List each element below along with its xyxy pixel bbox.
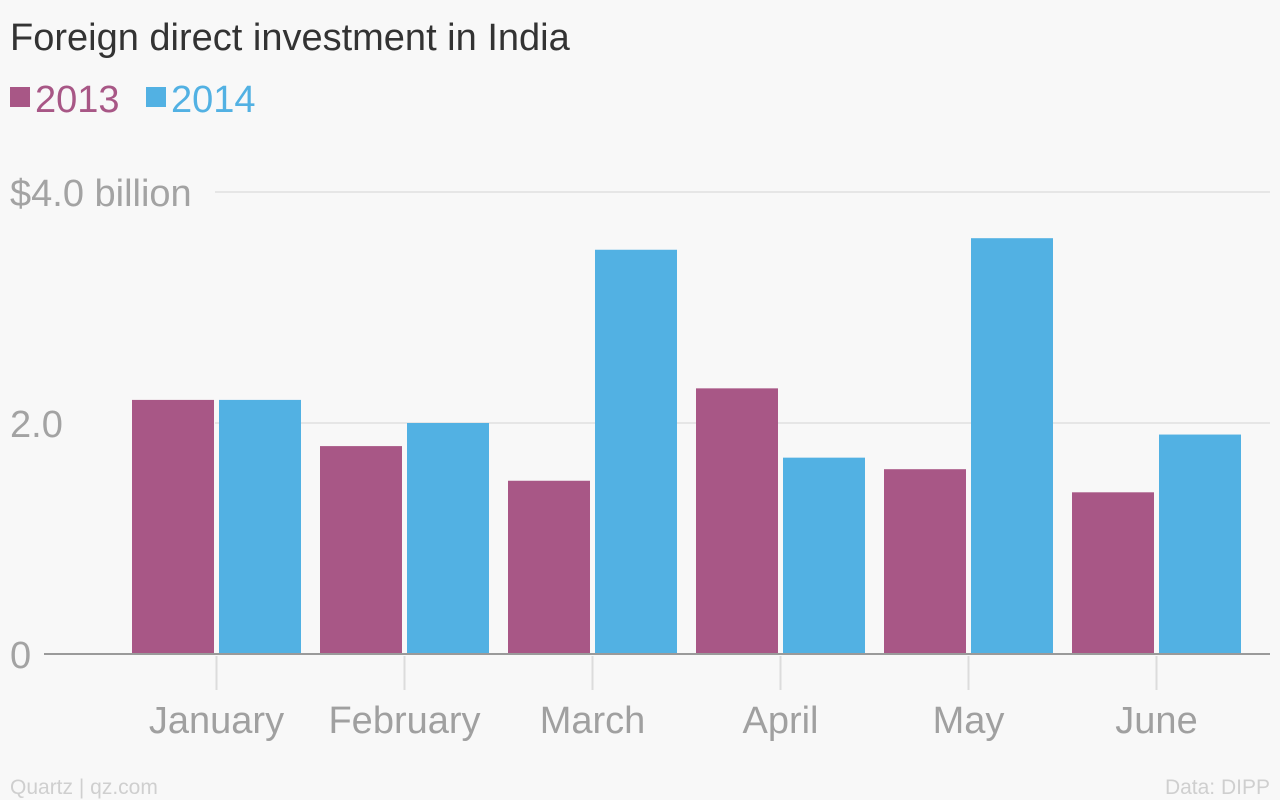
bar-june-2013 <box>1072 492 1154 654</box>
y-tick-label-4: $4.0 billion <box>10 173 192 215</box>
bar-may-2013 <box>884 469 966 654</box>
legend: 2013 2014 <box>10 79 256 121</box>
legend-swatch-2014 <box>146 87 166 107</box>
legend-swatch-2013 <box>10 87 30 107</box>
x-tick-label-january: January <box>149 700 284 742</box>
bar-february-2014 <box>407 423 489 654</box>
footer-source-left: Quartz | qz.com <box>10 776 158 799</box>
legend-label-2013: 2013 <box>35 79 120 121</box>
bar-april-2013 <box>696 388 778 654</box>
bar-june-2014 <box>1159 434 1241 654</box>
bar-january-2013 <box>132 399 214 654</box>
bar-march-2013 <box>508 480 590 654</box>
bar-march-2014 <box>595 249 677 654</box>
x-tick-label-march: March <box>540 700 646 742</box>
x-tick-label-february: February <box>328 700 480 742</box>
bars <box>132 238 1241 654</box>
bar-april-2014 <box>783 457 865 654</box>
bar-january-2014 <box>219 399 301 654</box>
y-axis-ticks: 0 2.0 $4.0 billion <box>10 173 192 677</box>
y-tick-label-0: 0 <box>10 635 31 677</box>
bar-february-2013 <box>320 446 402 654</box>
x-tick-label-may: May <box>933 700 1005 742</box>
x-axis-ticks: January February March April May June <box>149 656 1198 742</box>
y-tick-label-2: 2.0 <box>10 404 63 446</box>
chart-title: Foreign direct investment in India <box>10 17 571 59</box>
x-tick-label-april: April <box>742 700 818 742</box>
bar-may-2014 <box>971 238 1053 654</box>
x-tick-label-june: June <box>1115 700 1197 742</box>
footer-source-right: Data: DIPP <box>1165 776 1270 799</box>
legend-label-2014: 2014 <box>171 79 256 121</box>
